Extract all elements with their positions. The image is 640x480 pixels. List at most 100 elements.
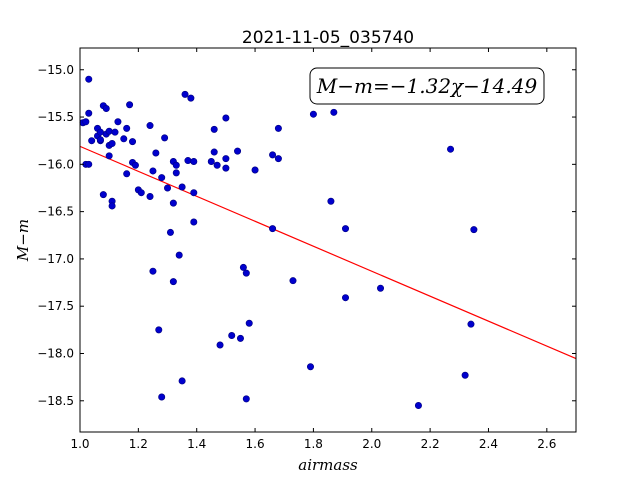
y-tick-label: −15.5	[37, 110, 74, 124]
data-point	[306, 363, 314, 371]
data-point	[169, 199, 177, 207]
y-tick-label: −17.5	[37, 299, 74, 313]
data-point	[108, 202, 116, 210]
data-point	[126, 101, 134, 109]
x-tick-label: 2.0	[362, 437, 381, 451]
data-point	[222, 155, 230, 163]
data-point	[342, 294, 350, 302]
data-point	[330, 108, 338, 116]
data-point	[123, 170, 131, 178]
chart-title: 2021-11-05_035740	[242, 28, 414, 48]
x-tick-label: 2.6	[537, 437, 556, 451]
data-point	[467, 320, 475, 328]
data-point	[105, 127, 113, 135]
data-point	[327, 197, 335, 205]
data-point	[158, 393, 166, 401]
data-point	[181, 90, 189, 98]
y-tick-label: −15.0	[37, 63, 74, 77]
data-point	[178, 183, 186, 191]
data-point	[447, 145, 455, 153]
data-point	[149, 267, 157, 275]
plot-background	[80, 48, 576, 432]
data-point	[158, 174, 166, 182]
data-point	[251, 166, 259, 174]
data-point	[228, 332, 236, 340]
data-point	[210, 125, 218, 133]
data-point	[190, 218, 198, 226]
data-point	[164, 184, 172, 192]
data-point	[222, 164, 230, 172]
x-axis: 1.0 1.2 1.4 1.6 1.8 2.0 2.2 2.4 2.6	[70, 48, 556, 451]
data-point	[242, 395, 250, 403]
data-point	[274, 155, 282, 163]
annotation-text: M−m=−1.32χ−14.49	[316, 74, 538, 98]
points-layer	[79, 75, 478, 410]
data-point	[85, 75, 93, 83]
data-point	[245, 319, 253, 327]
data-point	[137, 189, 145, 197]
data-point	[172, 169, 180, 177]
data-point	[178, 377, 186, 385]
data-point	[216, 341, 224, 349]
data-point	[377, 284, 385, 292]
data-point	[309, 110, 317, 118]
data-point	[102, 105, 110, 113]
fit-annotation: M−m=−1.32χ−14.49	[309, 67, 545, 105]
data-point	[242, 269, 250, 277]
data-point	[470, 226, 478, 234]
y-axis-label: M−m	[14, 219, 32, 262]
data-point	[105, 152, 113, 160]
data-point	[96, 136, 104, 144]
data-point	[239, 263, 247, 271]
x-tick-label: 1.4	[187, 437, 206, 451]
data-point	[152, 149, 160, 157]
data-point	[146, 192, 154, 200]
annotation-box	[309, 67, 545, 105]
x-tick-label: 1.8	[304, 437, 323, 451]
y-tick-label: −16.0	[37, 157, 74, 171]
fit-line	[79, 145, 577, 360]
data-point	[461, 371, 469, 379]
data-point	[175, 251, 183, 259]
y-tick-label: −18.0	[37, 346, 74, 360]
data-point	[99, 191, 107, 199]
x-tick-label: 1.6	[246, 437, 265, 451]
plot-frame	[79, 47, 577, 433]
y-tick-label: −16.5	[37, 205, 74, 219]
data-point	[342, 225, 350, 233]
x-tick-label: 2.2	[421, 437, 440, 451]
data-point	[155, 326, 163, 334]
data-point	[234, 147, 242, 155]
y-axis: −15.0 −15.5 −16.0 −16.5 −17.0 −17.5 −18.0 −18.5	[37, 63, 576, 408]
data-point	[184, 157, 192, 165]
fit-layer	[79, 145, 577, 360]
x-tick-label: 1.2	[129, 437, 148, 451]
data-point	[131, 161, 139, 169]
data-point	[207, 157, 215, 165]
data-point	[213, 161, 221, 169]
data-point	[82, 118, 90, 126]
x-axis-label: airmass	[298, 456, 358, 474]
data-point	[166, 228, 174, 236]
data-point	[269, 225, 277, 233]
data-point	[289, 277, 297, 285]
x-tick-label: 2.4	[479, 437, 498, 451]
data-point	[85, 109, 93, 117]
data-point	[414, 402, 422, 410]
data-point	[187, 94, 195, 102]
data-point	[146, 122, 154, 130]
y-tick-label: −18.5	[37, 394, 74, 408]
data-point	[114, 118, 122, 126]
data-point	[161, 134, 169, 142]
data-point	[129, 138, 137, 146]
y-tick-label: −17.0	[37, 252, 74, 266]
data-point	[190, 189, 198, 197]
data-point	[169, 278, 177, 286]
data-point	[108, 140, 116, 148]
plot-area	[80, 48, 576, 432]
data-point	[149, 167, 157, 175]
data-point	[120, 135, 128, 143]
data-point	[172, 161, 180, 169]
data-point	[236, 334, 244, 342]
data-point	[96, 128, 104, 136]
